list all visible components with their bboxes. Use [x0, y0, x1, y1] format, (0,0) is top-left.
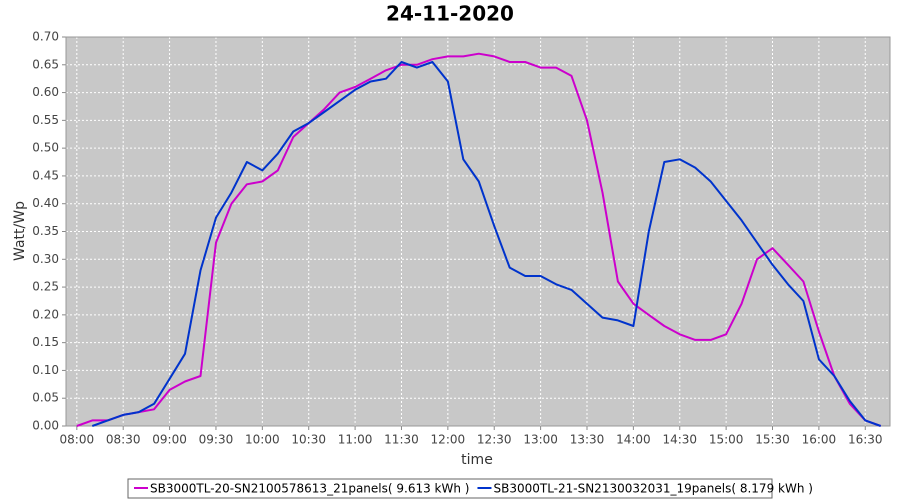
y-tick-label: 0.05: [32, 391, 59, 405]
x-tick-label: 16:30: [848, 433, 883, 447]
y-tick-label: 0.60: [32, 85, 59, 99]
x-tick-label: 09:00: [152, 433, 187, 447]
x-tick-label: 10:00: [245, 433, 280, 447]
y-tick-label: 0.10: [32, 363, 59, 377]
y-tick-label: 0.55: [32, 113, 59, 127]
y-tick-label: 0.70: [32, 30, 59, 44]
x-tick-label: 14:30: [662, 433, 697, 447]
x-axis-label: time: [461, 452, 493, 468]
x-tick-label: 10:30: [291, 433, 326, 447]
y-tick-label: 0.25: [32, 280, 59, 294]
x-tick-label: 13:00: [523, 433, 558, 447]
y-tick-label: 0.65: [32, 57, 59, 71]
y-tick-label: 0.30: [32, 252, 59, 266]
x-tick-label: 12:30: [477, 433, 512, 447]
x-tick-label: 16:00: [802, 433, 837, 447]
series-line: [91, 61, 882, 427]
x-tick-label: 15:30: [755, 433, 790, 447]
legend-box: [127, 478, 773, 499]
chart-title: 24-11-2020: [386, 2, 514, 26]
series-line: [76, 52, 882, 427]
legend-label: SB3000TL-21-SN2130032031_19panels( 8.179…: [493, 482, 812, 496]
x-tick-label: 11:30: [384, 433, 419, 447]
x-tick-label: 13:30: [570, 433, 605, 447]
y-tick-label: 0.15: [32, 335, 59, 349]
x-tick-label: 12:00: [431, 433, 466, 447]
x-tick-label: 09:30: [199, 433, 234, 447]
y-tick-label: 0.50: [32, 141, 59, 155]
x-tick-label: 08:00: [60, 433, 95, 447]
x-tick-label: 11:00: [338, 433, 373, 447]
legend-label: SB3000TL-20-SN2100578613_21panels( 9.613…: [150, 482, 469, 496]
x-tick-label: 15:00: [709, 433, 744, 447]
plot-border: [65, 36, 891, 427]
y-tick-label: 0.35: [32, 224, 59, 238]
y-axis-label: Watt/Wp: [12, 201, 28, 261]
y-tick-label: 0.00: [32, 419, 59, 433]
y-tick-label: 0.40: [32, 196, 59, 210]
y-tick-label: 0.45: [32, 168, 59, 182]
y-tick-label: 0.20: [32, 307, 59, 321]
x-tick-label: 14:00: [616, 433, 651, 447]
x-tick-label: 08:30: [106, 433, 141, 447]
